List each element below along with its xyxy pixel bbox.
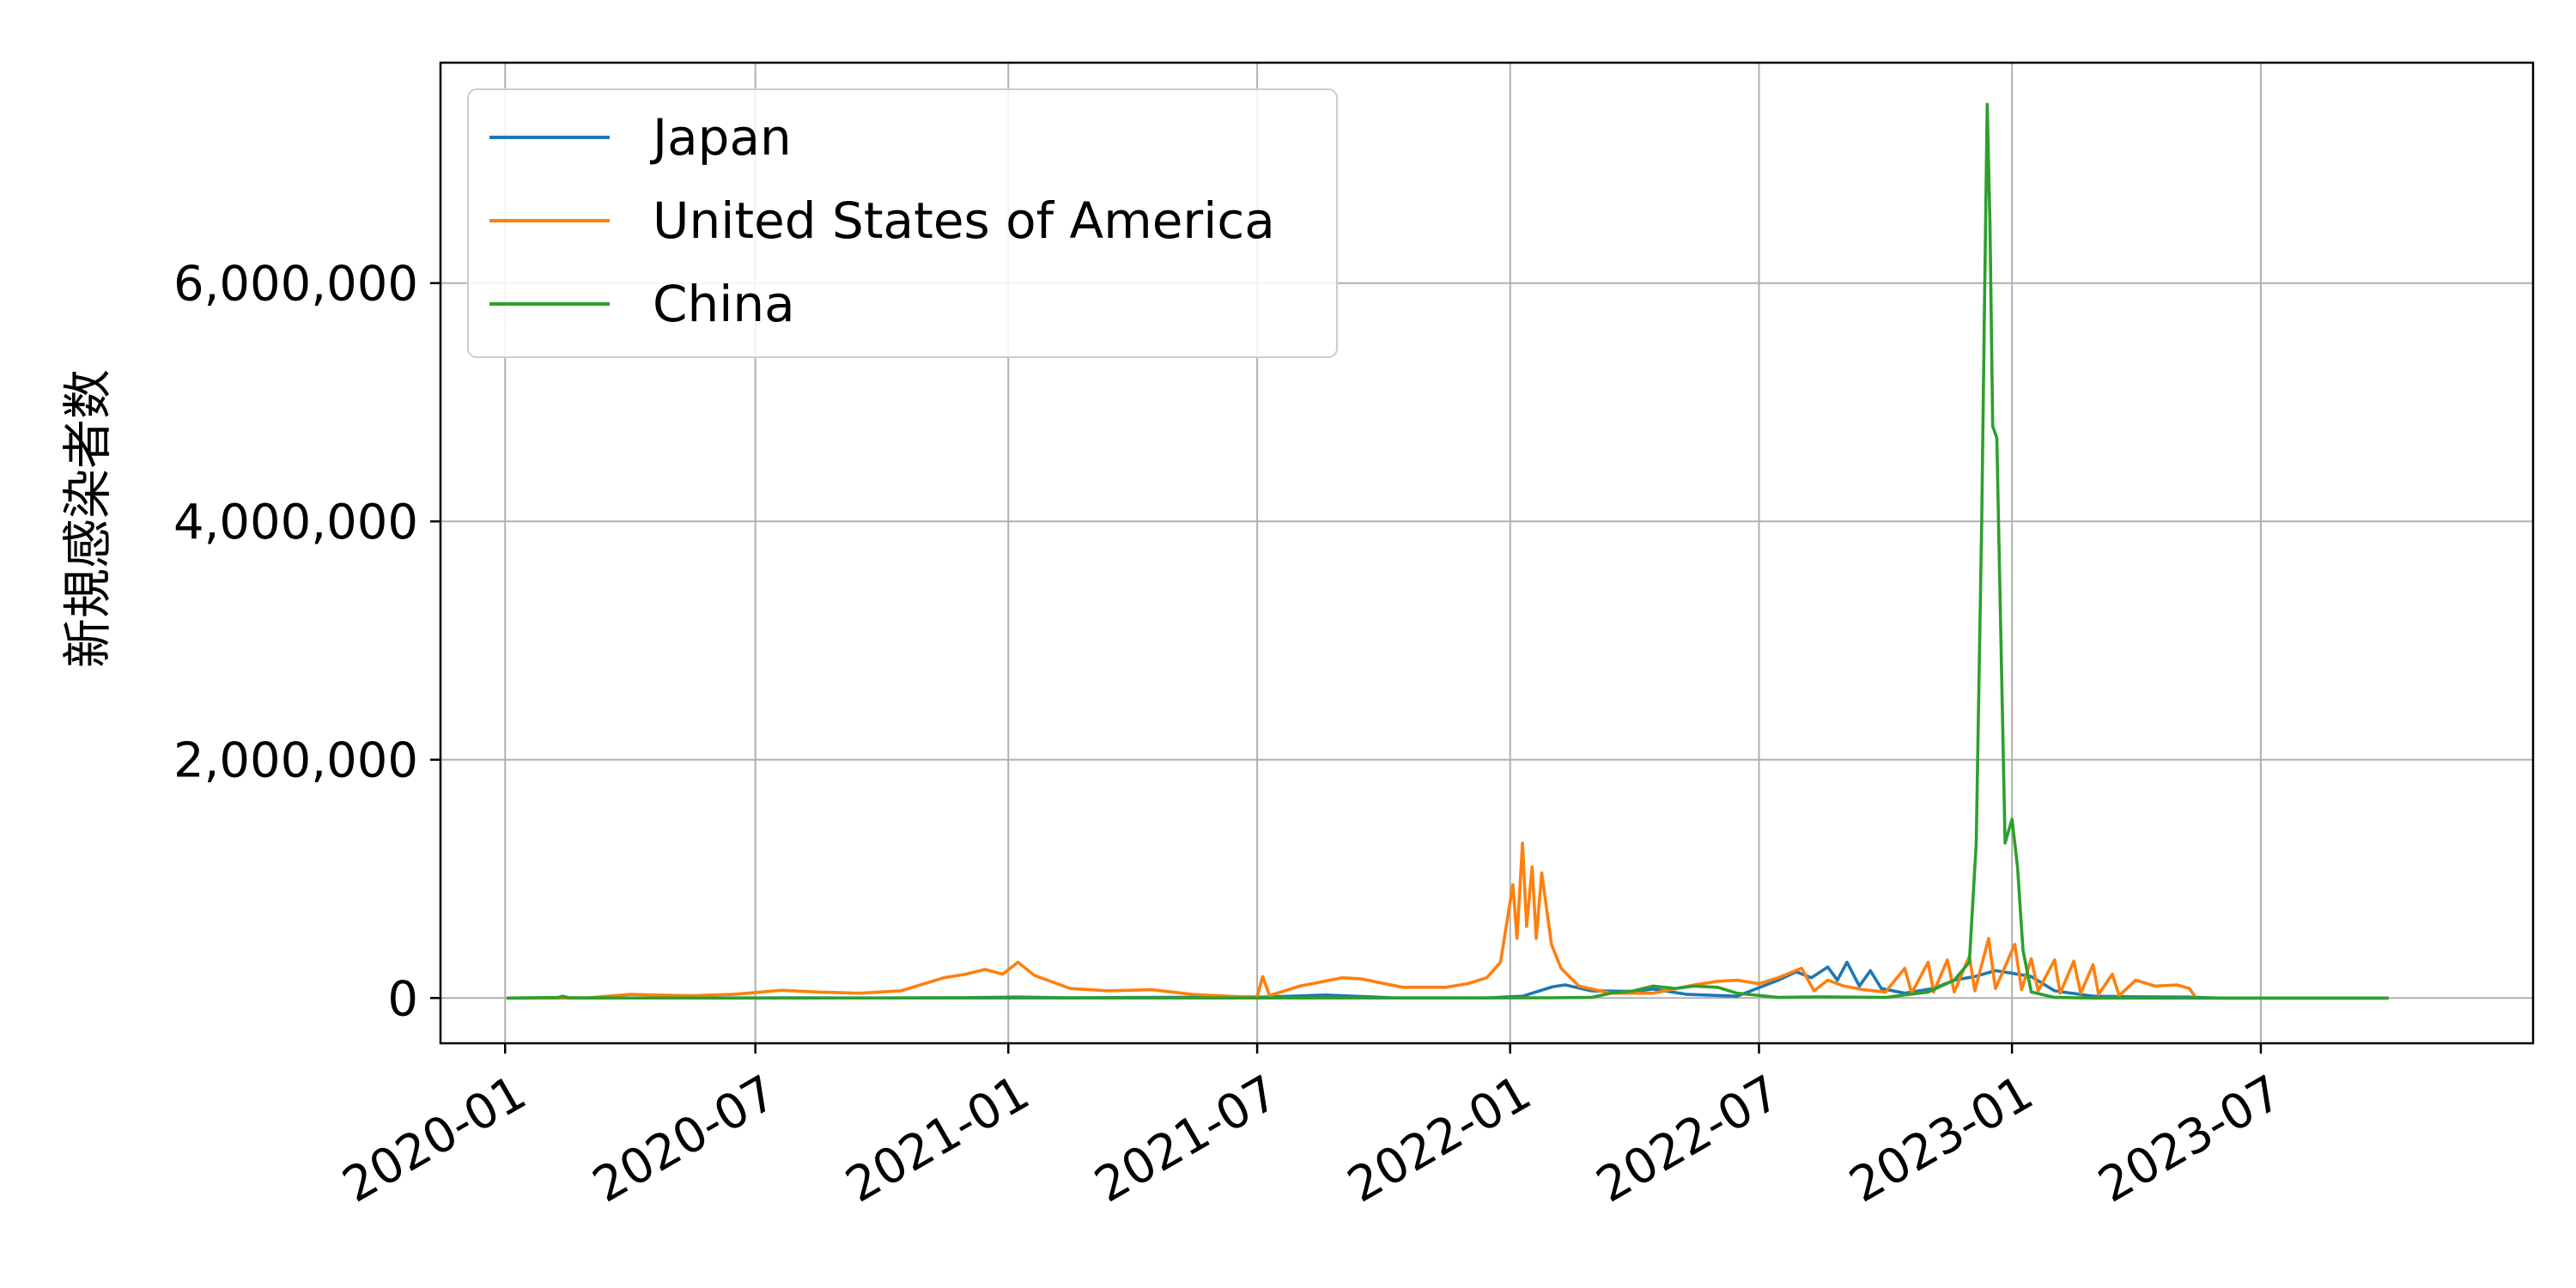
legend: Japan United States of America China xyxy=(467,88,1338,358)
y-tick-label: 0 xyxy=(387,971,418,1027)
y-axis-title: 新規感染者数 xyxy=(58,369,117,668)
legend-box xyxy=(467,88,1338,358)
series-line-china xyxy=(506,102,2390,1000)
legend-label: United States of America xyxy=(653,191,1275,250)
legend-label: China xyxy=(653,275,795,333)
legend-label: Japan xyxy=(650,108,792,167)
plot-lines xyxy=(506,102,2390,1000)
y-tick-label: 4,000,000 xyxy=(173,495,418,550)
plot-frame xyxy=(439,61,2535,1045)
y-tick-label: 2,000,000 xyxy=(173,733,418,789)
series-line-united-states-of-america xyxy=(506,841,2390,1000)
y-tick-label: 6,000,000 xyxy=(173,257,418,313)
y-axis: 0 2,000,000 4,000,000 6,000,000 xyxy=(173,257,440,1027)
